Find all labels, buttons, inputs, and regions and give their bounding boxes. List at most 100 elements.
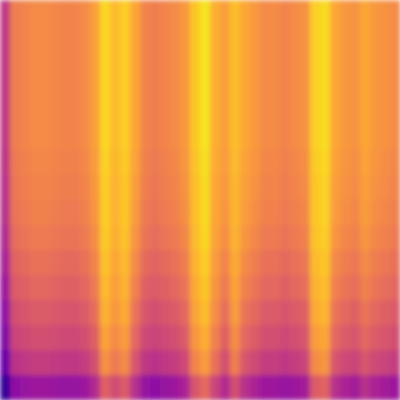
heatmap-cell <box>270 300 281 326</box>
heatmap-cell <box>150 350 161 376</box>
heatmap-cell <box>330 0 341 26</box>
heatmap-cell <box>370 125 381 151</box>
heatmap-cell <box>230 0 241 26</box>
heatmap-cell <box>110 300 121 326</box>
heatmap-cell <box>390 100 400 126</box>
heatmap-cell <box>90 350 101 376</box>
heatmap-cell <box>380 100 391 126</box>
heatmap-cell <box>90 250 101 276</box>
heatmap-cell <box>60 350 71 376</box>
heatmap-cell <box>210 250 221 276</box>
heatmap-cell <box>370 75 381 101</box>
heatmap-cell <box>30 300 41 326</box>
heatmap-cell <box>190 350 201 376</box>
heatmap-cell <box>0 375 11 400</box>
heatmap-cell <box>290 125 301 151</box>
heatmap-cell <box>390 225 400 251</box>
heatmap-cell <box>280 275 291 301</box>
heatmap-cell <box>10 250 21 276</box>
heatmap-cell <box>0 125 11 151</box>
heatmap-cell <box>80 175 91 201</box>
heatmap-cell <box>200 175 211 201</box>
heatmap-cell <box>380 150 391 176</box>
heatmap-cell <box>130 275 141 301</box>
heatmap-cell <box>190 0 201 26</box>
heatmap-cell <box>380 125 391 151</box>
heatmap-cell <box>10 275 21 301</box>
heatmap-cell <box>230 275 241 301</box>
heatmap-cell <box>150 25 161 51</box>
heatmap-cell <box>310 100 321 126</box>
heatmap-cell <box>50 325 61 351</box>
heatmap-cell <box>320 100 331 126</box>
heatmap-cell <box>100 75 111 101</box>
heatmap-cell <box>270 25 281 51</box>
heatmap-cell <box>170 250 181 276</box>
heatmap-cell <box>250 75 261 101</box>
heatmap-cell <box>350 0 361 26</box>
heatmap-cell <box>150 375 161 400</box>
heatmap-cell <box>200 275 211 301</box>
heatmap-cell <box>20 300 31 326</box>
heatmap-cell <box>0 275 11 301</box>
heatmap-cell <box>350 250 361 276</box>
heatmap-cell <box>60 25 71 51</box>
heatmap-cell <box>30 150 41 176</box>
heatmap-cell <box>110 50 121 76</box>
heatmap-cell <box>100 50 111 76</box>
heatmap-cell <box>260 250 271 276</box>
heatmap-cell <box>130 50 141 76</box>
heatmap-cell <box>50 50 61 76</box>
heatmap-cell <box>190 25 201 51</box>
heatmap-cell <box>160 75 171 101</box>
heatmap-cell <box>250 225 261 251</box>
heatmap-cell <box>150 225 161 251</box>
heatmap-cell <box>130 325 141 351</box>
heatmap-cell <box>160 25 171 51</box>
heatmap-cell <box>310 0 321 26</box>
heatmap-cell <box>40 275 51 301</box>
heatmap-cell <box>250 125 261 151</box>
heatmap-cell <box>150 275 161 301</box>
heatmap-cell <box>100 150 111 176</box>
heatmap-cell <box>370 300 381 326</box>
heatmap-cell <box>370 50 381 76</box>
heatmap-cell <box>80 25 91 51</box>
heatmap-cell <box>120 100 131 126</box>
heatmap-cell <box>50 125 61 151</box>
heatmap-cell <box>60 150 71 176</box>
heatmap-cell <box>120 175 131 201</box>
heatmap-cell <box>370 375 381 400</box>
heatmap-cell <box>30 75 41 101</box>
heatmap-cell <box>100 25 111 51</box>
heatmap-cell <box>230 200 241 226</box>
heatmap-cell <box>380 75 391 101</box>
heatmap-cell <box>40 100 51 126</box>
heatmap-cell <box>0 325 11 351</box>
heatmap-cell <box>160 175 171 201</box>
heatmap-cell <box>10 0 21 26</box>
heatmap-cell <box>330 275 341 301</box>
heatmap-cell <box>80 300 91 326</box>
heatmap-cell <box>80 375 91 400</box>
heatmap-cell <box>340 150 351 176</box>
heatmap-cell <box>0 25 11 51</box>
heatmap-cell <box>40 350 51 376</box>
heatmap-cell <box>320 225 331 251</box>
heatmap-cell <box>310 50 321 76</box>
heatmap-cell <box>10 75 21 101</box>
heatmap-cell <box>60 325 71 351</box>
heatmap-cell <box>320 350 331 376</box>
heatmap-cell <box>180 300 191 326</box>
heatmap-cell <box>300 250 311 276</box>
heatmap-cell <box>180 100 191 126</box>
heatmap-cell <box>80 50 91 76</box>
heatmap-cell <box>20 375 31 400</box>
heatmap-cell <box>140 300 151 326</box>
heatmap-cell <box>280 125 291 151</box>
heatmap-cell <box>360 25 371 51</box>
heatmap-cell <box>240 50 251 76</box>
heatmap-cell <box>80 75 91 101</box>
heatmap-cell <box>350 275 361 301</box>
heatmap-cell <box>160 375 171 400</box>
